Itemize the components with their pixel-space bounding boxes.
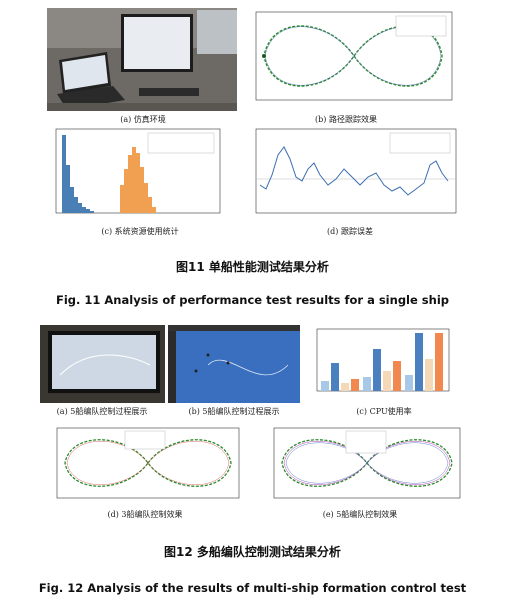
- photo-simulation: [47, 8, 237, 111]
- subfigure-caption: (e) 5船编队控制效果: [322, 510, 398, 519]
- chart-resource-histogram: [55, 128, 221, 214]
- figure-caption-en: Fig. 11 Analysis of performance test res…: [56, 293, 449, 307]
- figure-caption-en: Fig. 12 Analysis of the results of multi…: [38, 581, 467, 595]
- subfigure-caption: (d) 3船编队控制效果: [107, 510, 183, 519]
- chart-path-tracking: [255, 11, 453, 101]
- chart-tracking-error: [255, 128, 457, 214]
- subfigure-caption: (d) 跟踪误差: [327, 227, 373, 236]
- subfigure-caption: (a) 仿真环境: [120, 115, 166, 124]
- subfigure-caption: (a) 5船编队控制过程展示: [56, 407, 148, 416]
- subfigure-caption: (c) 系统资源使用统计: [101, 227, 179, 236]
- chart-formation-3: [56, 427, 240, 499]
- subfigure-caption: (b) 5船编队控制过程展示: [188, 407, 280, 416]
- screenshot-formation-b: [168, 325, 300, 403]
- subfigure-caption: (b) 路径跟踪效果: [315, 115, 377, 124]
- chart-cpu-usage: [316, 328, 450, 392]
- subfigure-caption: (c) CPU使用率: [356, 407, 412, 416]
- chart-formation-5: [273, 427, 461, 499]
- photo-formation-a: [40, 325, 165, 403]
- figure-caption-zh: 图11 单船性能测试结果分析: [176, 260, 329, 274]
- figure-caption-zh: 图12 多船编队控制测试结果分析: [164, 545, 341, 559]
